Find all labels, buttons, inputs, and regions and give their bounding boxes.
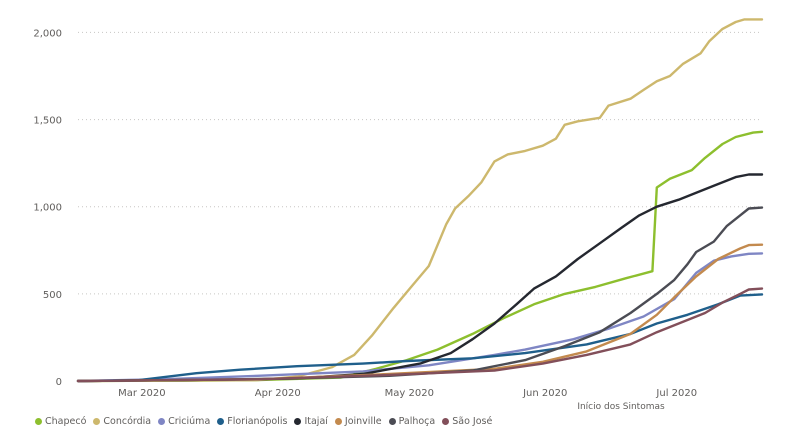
series-line (76, 293, 764, 383)
legend-item[interactable]: São José (442, 416, 492, 427)
y-tick-label: 1,000 (33, 203, 62, 214)
x-axis-ticks: Mar 2020 Apr 2020 May 2020 Jun 2020 Jul 2020 (118, 388, 697, 399)
x-tick-label: Jun 2020 (522, 388, 567, 399)
legend-dot-icon (334, 418, 342, 425)
legend-label: Itajaí (304, 416, 328, 427)
legend-item[interactable]: Palhoça (388, 416, 436, 427)
x-tick-label: May 2020 (385, 388, 434, 399)
legend: Chapecó Concórdia Criciúma Florianópolis Ita… (35, 416, 492, 427)
legend-label: Palhoça (398, 416, 436, 427)
x-tick-label: Apr 2020 (255, 388, 301, 399)
y-axis-ticks: 0 500 1,000 1,500 2,000 (33, 28, 62, 388)
legend-item[interactable]: Criciúma (158, 416, 210, 427)
legend-label: Concórdia (103, 416, 152, 427)
legend-dot-icon (442, 418, 450, 425)
x-axis-title: Início dos Sintomas (577, 402, 665, 412)
y-tick-label: 1,500 (33, 116, 62, 127)
legend-label: Joinville (344, 416, 382, 427)
x-tick-label: Jul 2020 (655, 388, 697, 399)
y-tick-label: 2,000 (33, 28, 62, 39)
legend-dot-icon (93, 418, 101, 425)
line-chart: 0 500 1,000 1,500 2,000 Mar 2020 Apr 2020 May … (33, 18, 764, 412)
legend-item[interactable]: Concórdia (93, 416, 151, 427)
legend-item[interactable]: Itajaí (294, 416, 328, 427)
legend-label: Criciúma (168, 416, 211, 427)
series-line (76, 287, 764, 383)
series-line (76, 252, 764, 383)
legend-label: Florianópolis (227, 416, 288, 427)
legend-dot-icon (294, 418, 302, 425)
series-line (76, 18, 764, 383)
y-tick-label: 0 (56, 377, 62, 388)
series-line (76, 130, 764, 383)
legend-item[interactable]: Joinville (334, 416, 382, 427)
series-lines (76, 18, 764, 383)
gridlines (78, 31, 762, 295)
legend-dot-icon (388, 418, 396, 425)
legend-label: Chapecó (45, 416, 87, 427)
series-line (76, 173, 764, 383)
legend-dot-icon (217, 418, 225, 425)
legend-item[interactable]: Florianópolis (217, 416, 287, 427)
legend-item[interactable]: Chapecó (35, 416, 86, 427)
x-tick-label: Mar 2020 (118, 388, 166, 399)
legend-label: São José (452, 416, 493, 427)
y-tick-label: 500 (43, 290, 62, 301)
legend-dot-icon (158, 418, 166, 425)
legend-dot-icon (35, 418, 42, 425)
